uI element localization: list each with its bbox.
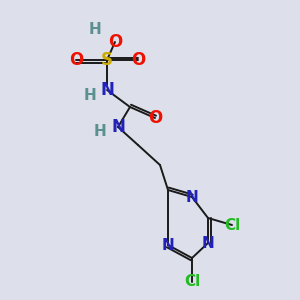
- Text: H: H: [94, 124, 106, 140]
- Text: O: O: [148, 109, 162, 127]
- Text: N: N: [162, 238, 174, 253]
- Text: Cl: Cl: [224, 218, 240, 232]
- Text: H: H: [88, 22, 101, 38]
- Text: H: H: [84, 88, 96, 103]
- Text: N: N: [202, 236, 214, 250]
- Text: S: S: [101, 51, 113, 69]
- Text: Cl: Cl: [184, 274, 200, 290]
- Text: O: O: [69, 51, 83, 69]
- Text: O: O: [108, 33, 122, 51]
- Text: N: N: [186, 190, 198, 205]
- Text: N: N: [100, 81, 114, 99]
- Text: N: N: [111, 118, 125, 136]
- Text: O: O: [131, 51, 145, 69]
